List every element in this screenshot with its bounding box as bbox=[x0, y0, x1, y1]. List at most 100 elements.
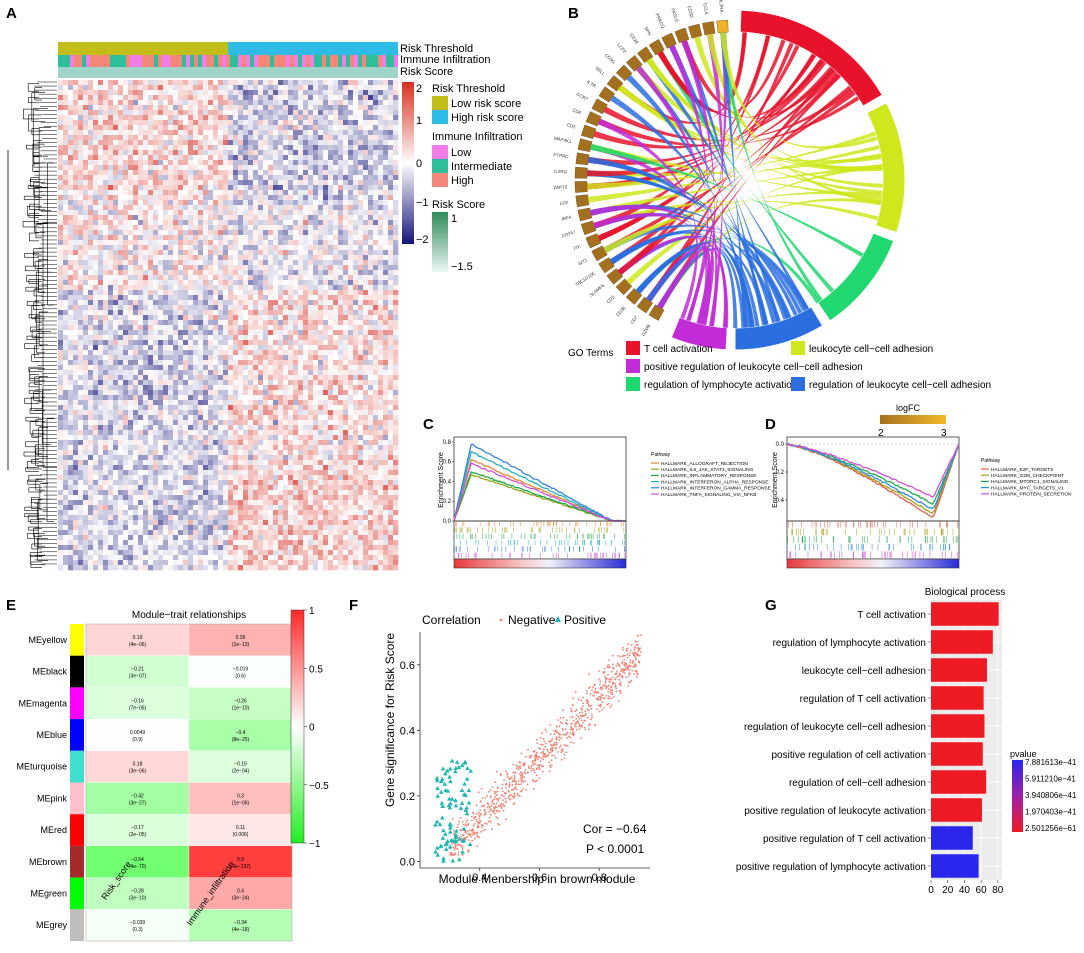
heatmap-cell bbox=[113, 245, 119, 251]
heatmap-cell bbox=[328, 145, 334, 151]
heatmap-cell bbox=[293, 255, 299, 261]
heatmap-cell bbox=[58, 190, 64, 196]
heatmap-cell bbox=[328, 285, 334, 291]
heatmap-cell bbox=[103, 105, 109, 111]
heatmap-cell bbox=[303, 115, 309, 121]
heatmap-cell bbox=[103, 150, 109, 156]
heatmap-cell bbox=[188, 130, 194, 136]
heatmap-cell bbox=[113, 340, 119, 346]
heatmap-cell bbox=[328, 155, 334, 161]
heatmap-cell bbox=[388, 80, 394, 86]
heatmap-cell bbox=[103, 250, 109, 256]
heatmap-cell bbox=[318, 100, 324, 106]
heatmap-cell bbox=[128, 80, 134, 86]
heatmap-cell bbox=[338, 145, 344, 151]
heatmap-cell bbox=[243, 340, 249, 346]
heatmap-cell bbox=[63, 210, 69, 216]
heatmap-cell bbox=[383, 145, 389, 151]
heatmap-cell bbox=[303, 310, 309, 316]
heatmap-cell bbox=[98, 110, 104, 116]
heatmap-cell bbox=[238, 85, 244, 91]
heatmap-cell bbox=[248, 150, 254, 156]
heatmap-cell bbox=[163, 270, 169, 276]
heatmap-cell bbox=[188, 85, 194, 91]
heatmap-cell bbox=[328, 235, 334, 241]
heatmap-cell bbox=[313, 130, 319, 136]
heatmap-cell bbox=[333, 125, 339, 131]
heatmap-cell bbox=[238, 260, 244, 266]
heatmap-cell bbox=[283, 105, 289, 111]
heatmap-cell bbox=[218, 255, 224, 261]
heatmap-cell bbox=[313, 330, 319, 336]
heatmap-cell bbox=[143, 170, 149, 176]
immune-annotation-cell bbox=[82, 55, 86, 67]
heatmap-cell bbox=[308, 210, 314, 216]
heatmap-cell bbox=[143, 300, 149, 306]
heatmap-cell bbox=[308, 340, 314, 346]
heatmap-cell bbox=[98, 90, 104, 96]
heatmap-cell bbox=[88, 305, 94, 311]
heatmap-cell bbox=[218, 110, 224, 116]
immune-annotation-cell bbox=[326, 55, 330, 67]
heatmap-cell bbox=[303, 365, 309, 371]
heatmap-cell bbox=[228, 155, 234, 161]
heatmap-cell bbox=[113, 280, 119, 286]
heatmap-cell bbox=[288, 360, 294, 366]
heatmap-cell bbox=[128, 270, 134, 276]
heatmap-cell bbox=[113, 250, 119, 256]
heatmap-cell bbox=[183, 355, 189, 361]
heatmap-cell bbox=[343, 310, 349, 316]
heatmap-cell bbox=[63, 105, 69, 111]
heatmap-cell bbox=[318, 210, 324, 216]
heatmap-cell bbox=[153, 335, 159, 341]
heatmap-cell bbox=[368, 150, 374, 156]
heatmap-cell bbox=[318, 345, 324, 351]
heatmap-cell bbox=[288, 165, 294, 171]
heatmap-cell bbox=[178, 335, 184, 341]
heatmap-cell bbox=[78, 395, 84, 401]
heatmap-cell bbox=[173, 365, 179, 371]
heatmap-cell bbox=[193, 80, 199, 86]
heatmap-cell bbox=[243, 175, 249, 181]
heatmap-cell bbox=[153, 160, 159, 166]
heatmap-cell bbox=[303, 130, 309, 136]
heatmap-cell bbox=[73, 385, 79, 391]
heatmap-cell bbox=[128, 100, 134, 106]
heatmap-cell bbox=[373, 135, 379, 141]
heatmap-cell bbox=[178, 200, 184, 206]
heatmap-cell bbox=[158, 110, 164, 116]
heatmap-cell bbox=[153, 255, 159, 261]
heatmap-cell bbox=[328, 185, 334, 191]
heatmap-cell bbox=[63, 80, 69, 86]
heatmap-cell bbox=[193, 310, 199, 316]
heatmap-cell bbox=[378, 310, 384, 316]
heatmap-cell bbox=[123, 175, 129, 181]
heatmap-cell bbox=[228, 340, 234, 346]
heatmap-cell bbox=[193, 280, 199, 286]
heatmap-cell bbox=[83, 370, 89, 376]
heatmap-cell bbox=[223, 370, 229, 376]
heatmap-cell bbox=[233, 255, 239, 261]
heatmap-cell bbox=[218, 285, 224, 291]
heatmap-cell bbox=[93, 305, 99, 311]
heatmap-cell bbox=[148, 270, 154, 276]
heatmap-cell bbox=[373, 395, 379, 401]
heatmap-cell bbox=[358, 320, 364, 326]
heatmap-cell bbox=[63, 330, 69, 336]
heatmap-cell bbox=[178, 240, 184, 246]
heatmap-cell bbox=[153, 355, 159, 361]
heatmap-cell bbox=[168, 150, 174, 156]
immune-annotation-cell bbox=[330, 55, 334, 67]
heatmap-cell bbox=[258, 155, 264, 161]
heatmap-cell bbox=[393, 275, 399, 281]
heatmap-cell bbox=[158, 370, 164, 376]
heatmap-cell bbox=[128, 125, 134, 131]
heatmap-cell bbox=[368, 205, 374, 211]
heatmap-cell bbox=[353, 295, 359, 301]
heatmap-cell bbox=[218, 260, 224, 266]
heatmap-cell bbox=[383, 220, 389, 226]
heatmap-cell bbox=[73, 275, 79, 281]
heatmap-cell bbox=[218, 200, 224, 206]
heatmap-cell bbox=[223, 375, 229, 381]
heatmap-cell bbox=[278, 335, 284, 341]
